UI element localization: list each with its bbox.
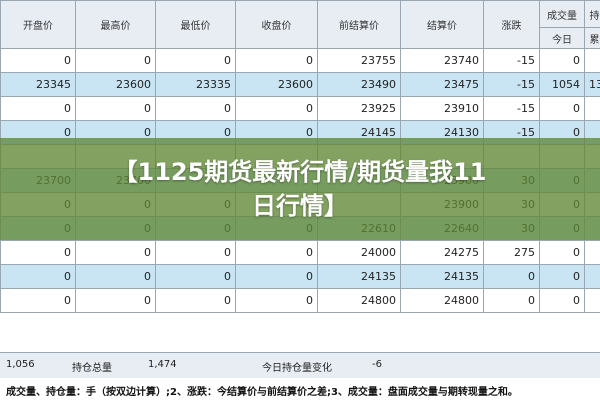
cell-open: 0 bbox=[0, 264, 76, 289]
summary-oi-change-value: -6 bbox=[372, 359, 382, 370]
header-open-interest: 持仓 bbox=[584, 0, 600, 28]
header-low: 最低价 bbox=[155, 0, 236, 49]
cell-close: 0 bbox=[235, 240, 318, 265]
cell-volume-today: 0 bbox=[539, 264, 585, 289]
table-row: 00002480024800000 bbox=[0, 288, 600, 313]
subheader-volume-today: 今日 bbox=[539, 27, 585, 49]
cell-low: 0 bbox=[155, 96, 236, 121]
cell-oi-total: 1388 bbox=[584, 72, 600, 97]
cell-open: 0 bbox=[0, 96, 76, 121]
cell-settle: 24275 bbox=[400, 240, 484, 265]
cell-close: 0 bbox=[235, 288, 318, 313]
cell-oi-total: 0 bbox=[584, 48, 600, 73]
cell-open: 0 bbox=[0, 240, 76, 265]
cell-prev-settle: 24800 bbox=[317, 288, 401, 313]
cell-change: 0 bbox=[483, 264, 540, 289]
summary-oi-change-label: 今日持仓量变化 bbox=[262, 363, 332, 374]
cell-settle: 24800 bbox=[400, 288, 484, 313]
cell-prev-settle: 24000 bbox=[317, 240, 401, 265]
cell-high: 0 bbox=[75, 288, 156, 313]
cell-open: 23345 bbox=[0, 72, 76, 97]
cell-high: 23600 bbox=[75, 72, 156, 97]
header-change: 涨跌 bbox=[483, 0, 540, 49]
cell-settle: 23910 bbox=[400, 96, 484, 121]
cell-low: 0 bbox=[155, 48, 236, 73]
cell-high: 0 bbox=[75, 96, 156, 121]
subheader-row: 今日 累计 bbox=[1, 27, 600, 49]
cell-settle: 24135 bbox=[400, 264, 484, 289]
summary-value-1: 1,056 bbox=[6, 359, 35, 370]
footnote: 成交量、持仓量：手（按双边计算）;2、涨跌：今结算价与前结算价之差;3、成交量：… bbox=[0, 378, 600, 400]
cell-open: 0 bbox=[0, 48, 76, 73]
cell-close: 23600 bbox=[235, 72, 318, 97]
header-close: 收盘价 bbox=[235, 0, 318, 49]
summary-row: 1,056 持仓总量 1,474 今日持仓量变化 -6 bbox=[0, 352, 600, 379]
footnote-text: 成交量、持仓量：手（按双边计算）;2、涨跌：今结算价与前结算价之差;3、成交量：… bbox=[6, 387, 518, 398]
cell-volume-today: 1054 bbox=[539, 72, 585, 97]
cell-close: 0 bbox=[235, 264, 318, 289]
cell-high: 0 bbox=[75, 240, 156, 265]
cell-change: 0 bbox=[483, 288, 540, 313]
cell-volume-today: 0 bbox=[539, 288, 585, 313]
cell-high: 0 bbox=[75, 264, 156, 289]
header-volume: 成交量 bbox=[539, 0, 585, 28]
cell-change: -15 bbox=[483, 48, 540, 73]
cell-oi-total: 0 bbox=[584, 264, 600, 289]
cell-prev-settle: 23755 bbox=[317, 48, 401, 73]
cell-settle: 23740 bbox=[400, 48, 484, 73]
cell-change: -15 bbox=[483, 96, 540, 121]
cell-close: 0 bbox=[235, 96, 318, 121]
table-row: 233452360023335236002349023475-151054138… bbox=[0, 72, 600, 97]
cell-low: 23335 bbox=[155, 72, 236, 97]
cell-volume-today: 0 bbox=[539, 96, 585, 121]
cell-close: 0 bbox=[235, 48, 318, 73]
subheader-oi-total: 累计 bbox=[584, 27, 600, 49]
cell-oi-total: 0 bbox=[584, 240, 600, 265]
cell-volume-today: 0 bbox=[539, 48, 585, 73]
header-high: 最高价 bbox=[75, 0, 156, 49]
cell-low: 0 bbox=[155, 288, 236, 313]
title-overlay-banner: 【1125期货最新行情/期货量我11日行情】 bbox=[0, 138, 600, 240]
cell-low: 0 bbox=[155, 264, 236, 289]
header-settle: 结算价 bbox=[400, 0, 484, 49]
header-row: 开盘价 最高价 最低价 收盘价 前结算价 结算价 涨跌 成交量 持仓 bbox=[0, 0, 600, 49]
overlay-title: 【1125期货最新行情/期货量我11日行情】 bbox=[113, 158, 487, 220]
cell-prev-settle: 24135 bbox=[317, 264, 401, 289]
cell-prev-settle: 23925 bbox=[317, 96, 401, 121]
summary-oi-total-label: 持仓总量 bbox=[72, 363, 112, 374]
summary-oi-total-value: 1,474 bbox=[148, 359, 177, 370]
cell-change: -15 bbox=[483, 72, 540, 97]
cell-oi-total: 0 bbox=[584, 288, 600, 313]
header-prev-settle: 前结算价 bbox=[317, 0, 401, 49]
cell-settle: 23475 bbox=[400, 72, 484, 97]
cell-open: 0 bbox=[0, 288, 76, 313]
cell-change: 275 bbox=[483, 240, 540, 265]
header-open: 开盘价 bbox=[0, 0, 76, 49]
cell-low: 0 bbox=[155, 240, 236, 265]
cell-high: 0 bbox=[75, 48, 156, 73]
cell-volume-today: 0 bbox=[539, 240, 585, 265]
cell-prev-settle: 23490 bbox=[317, 72, 401, 97]
cell-oi-total: 0 bbox=[584, 96, 600, 121]
